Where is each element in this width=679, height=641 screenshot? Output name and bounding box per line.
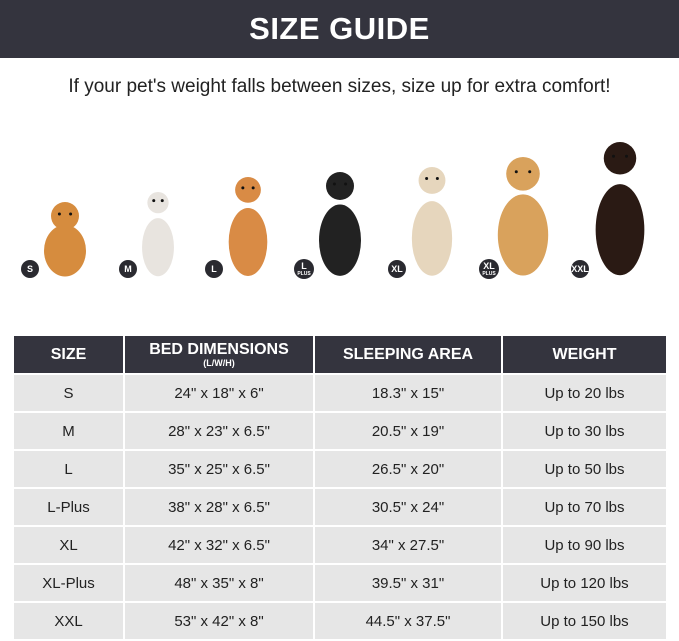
cell-sleeping-area: 34" x 27.5" xyxy=(314,525,503,565)
cell-bed-dimensions: 28" x 23" x 6.5" xyxy=(124,411,315,451)
cell-sleeping-area: 30.5" x 24" xyxy=(314,487,503,527)
cell-weight: Up to 30 lbs xyxy=(502,411,666,451)
col-sleeping-area: SLEEPING AREA xyxy=(314,336,503,374)
col-bed-dimensions-label: BED DIMENSIONS xyxy=(149,340,289,358)
cell-size: XXL xyxy=(14,601,125,641)
table-header-row: SIZE BED DIMENSIONS (L/W/H) SLEEPING AREA… xyxy=(14,336,666,374)
cell-bed-dimensions: 24" x 18" x 6" xyxy=(124,373,315,413)
cell-bed-dimensions: 38" x 28" x 6.5" xyxy=(124,487,315,527)
size-badge-label: XXL xyxy=(571,263,589,274)
col-size: SIZE xyxy=(14,336,125,374)
cell-sleeping-area: 44.5" x 37.5" xyxy=(314,601,503,641)
border-collie-image xyxy=(319,172,361,276)
cell-bed-dimensions: 53" x 42" x 8" xyxy=(124,601,315,641)
cell-sleeping-area: 39.5" x 31" xyxy=(314,563,503,603)
size-table: SIZE BED DIMENSIONS (L/W/H) SLEEPING AREA… xyxy=(14,336,666,641)
cell-size: L xyxy=(14,449,125,489)
size-badge: XXL xyxy=(571,260,589,278)
size-badge-label: L xyxy=(211,263,217,274)
table-row: XL 42" x 32" x 6.5" 34" x 27.5" Up to 90 lb… xyxy=(14,525,666,565)
subtitle: If your pet's weight falls between sizes… xyxy=(68,76,611,97)
cell-sleeping-area: 20.5" x 19" xyxy=(314,411,503,451)
doberman-image xyxy=(595,142,645,276)
size-badge: S xyxy=(21,260,39,278)
cell-weight: Up to 70 lbs xyxy=(502,487,666,527)
cell-bed-dimensions: 48" x 35" x 8" xyxy=(124,563,315,603)
size-badge-label: XL xyxy=(483,260,495,271)
cell-weight: Up to 20 lbs xyxy=(502,373,666,413)
golden-retriever-image xyxy=(497,157,549,276)
labrador-image xyxy=(411,167,453,276)
cell-weight: Up to 90 lbs xyxy=(502,525,666,565)
page-title: SIZE GUIDE xyxy=(0,0,679,58)
cell-bed-dimensions: 42" x 32" x 6.5" xyxy=(124,525,315,565)
size-badge-label: XL xyxy=(391,263,403,274)
size-badge-plus: PLUS xyxy=(297,270,311,277)
table-row: XL-Plus 48" x 35" x 8" 39.5" x 31" Up to 12… xyxy=(14,563,666,603)
table-row: S 24" x 18" x 6" 18.3" x 15" Up to 20 lbs xyxy=(14,373,666,413)
cell-size: M xyxy=(14,411,125,451)
size-badge-label: S xyxy=(26,263,33,274)
french-bulldog-image xyxy=(142,192,174,277)
size-badge-label: M xyxy=(124,263,132,274)
size-badge: L PLUS xyxy=(294,259,314,279)
cell-sleeping-area: 18.3" x 15" xyxy=(314,373,503,413)
size-badge: M xyxy=(119,260,137,278)
size-badge-plus: PLUS xyxy=(482,270,496,277)
cell-size: XL-Plus xyxy=(14,563,125,603)
pomeranian-image xyxy=(44,202,86,277)
cell-weight: Up to 150 lbs xyxy=(502,601,666,641)
cell-size: S xyxy=(14,373,125,413)
size-badge: L xyxy=(205,260,223,278)
size-badge-label: L xyxy=(301,260,307,271)
table-row: L 35" x 25" x 6.5" 26.5" x 20" Up to 50 lbs xyxy=(14,449,666,489)
cell-sleeping-area: 26.5" x 20" xyxy=(314,449,503,489)
cell-size: L-Plus xyxy=(14,487,125,527)
size-badge: XL PLUS xyxy=(479,259,499,279)
cell-weight: Up to 120 lbs xyxy=(502,563,666,603)
table-row: M 28" x 23" x 6.5" 20.5" x 19" Up to 30 lbs xyxy=(14,411,666,451)
cell-weight: Up to 50 lbs xyxy=(502,449,666,489)
table-row: L-Plus 38" x 28" x 6.5" 30.5" x 24" Up to 7… xyxy=(14,487,666,527)
table-row: XXL 53" x 42" x 8" 44.5" x 37.5" Up to 150 … xyxy=(14,601,666,641)
col-bed-dimensions-note: (L/W/H) xyxy=(203,357,235,368)
col-bed-dimensions: BED DIMENSIONS (L/W/H) xyxy=(124,336,315,374)
cell-size: XL xyxy=(14,525,125,565)
size-badge: XL xyxy=(388,260,406,278)
col-weight: WEIGHT xyxy=(502,336,666,374)
cell-bed-dimensions: 35" x 25" x 6.5" xyxy=(124,449,315,489)
shiba-inu-image xyxy=(228,177,268,276)
